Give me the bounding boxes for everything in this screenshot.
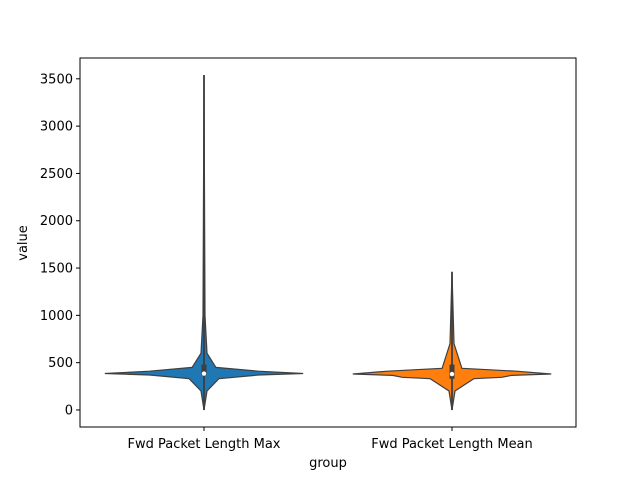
violin-2 — [352, 271, 552, 411]
violin-median-dot — [449, 371, 455, 377]
x-axis-label: group — [309, 456, 347, 471]
y-tick-label: 2500 — [40, 167, 73, 182]
y-tick-label: 0 — [65, 403, 73, 418]
y-tick-label: 3500 — [40, 72, 73, 87]
x-tick-label: Fwd Packet Length Max — [127, 437, 280, 452]
x-tick-label: Fwd Packet Length Mean — [371, 437, 533, 452]
y-axis: 0 500 1000 1500 2000 2500 3000 3500 — [40, 72, 80, 418]
violin-1 — [104, 74, 304, 411]
y-axis-label: value — [16, 225, 31, 261]
violins-layer — [104, 74, 552, 411]
y-tick-label: 2000 — [40, 214, 73, 229]
x-axis: Fwd Packet Length Max Fwd Packet Length M… — [127, 427, 533, 452]
y-tick-label: 3000 — [40, 120, 73, 135]
plot-frame — [79, 57, 577, 428]
y-tick-label: 1000 — [40, 309, 73, 324]
y-tick-label: 1500 — [40, 262, 73, 277]
violin-median-dot — [201, 371, 207, 376]
y-tick-label: 500 — [48, 356, 73, 371]
